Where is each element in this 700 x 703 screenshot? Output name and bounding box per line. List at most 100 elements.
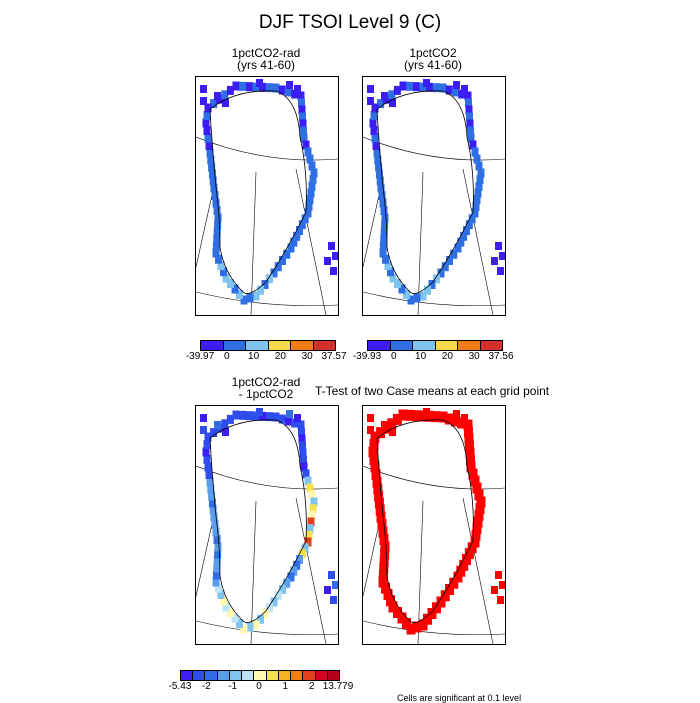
cb1-swatch: [268, 341, 291, 350]
grid-cell: [373, 148, 381, 158]
grid-cell: [212, 241, 220, 251]
meridian-line: [295, 168, 327, 315]
grid-cell: [367, 85, 374, 93]
grid-cell: [370, 126, 378, 135]
grid-cell: [451, 415, 460, 427]
grid-cell: [371, 103, 379, 113]
grid-cell: [376, 511, 386, 523]
grid-cell: [499, 252, 505, 260]
coastline: [376, 90, 474, 294]
grid-cell: [304, 208, 312, 218]
grid-cell: [473, 154, 481, 164]
grid-cell: [232, 81, 240, 91]
grid-cell: [454, 243, 462, 253]
grid-cell: [214, 220, 222, 230]
grid-cell: [463, 419, 473, 431]
grid-cell: [304, 476, 312, 486]
grid-cell: [466, 461, 476, 473]
grid-cell: [431, 411, 441, 423]
grid-cell: [445, 584, 454, 595]
cb1-tick-label: 10: [248, 351, 260, 362]
cb1-tick-label: 37.57: [321, 351, 347, 362]
grid-cell: [278, 414, 286, 424]
grid-cell: [432, 602, 441, 614]
grid-cell: [497, 267, 504, 275]
grid-cell: [367, 97, 374, 105]
cb3-swatch: [229, 671, 243, 680]
grid-cell: [466, 119, 474, 129]
map-1-svg: [196, 79, 338, 315]
grid-cell: [377, 519, 387, 530]
cb1-tick-label: 20: [274, 351, 286, 362]
cb2-swatch: [435, 341, 458, 350]
grid-cell: [214, 421, 221, 429]
grid-cell: [465, 98, 472, 108]
grid-cell: [368, 446, 378, 458]
cb2-swatch: [413, 341, 436, 350]
cb1-tick-label: -39.97: [185, 351, 215, 362]
grid-cell: [300, 126, 307, 136]
grid-cell: [270, 268, 278, 278]
grid-cell: [213, 206, 221, 215]
grid-cell: [470, 475, 480, 487]
grid-cell: [424, 285, 431, 295]
grid-cell: [423, 613, 432, 625]
grid-cell: [380, 234, 388, 244]
cb3-tick-label: -1: [228, 681, 238, 692]
grid-cell: [222, 273, 230, 283]
grid-cell: [200, 426, 207, 434]
cb3-swatch: [327, 671, 340, 680]
grid-cell: [476, 175, 484, 185]
grid-cell: [388, 90, 396, 100]
grid-cell: [379, 248, 387, 258]
grid-cell: [214, 542, 222, 552]
grid-cell: [393, 85, 401, 95]
map-panel-3: [195, 405, 339, 645]
grid-cell: [392, 413, 402, 425]
grid-cell: [222, 99, 229, 107]
grid-cell: [466, 454, 475, 466]
colorbar-1: [200, 340, 336, 351]
grid-cell: [381, 92, 388, 100]
grid-cell: [379, 198, 387, 208]
grid-cell: [466, 112, 473, 122]
meridian-line: [363, 291, 505, 307]
grid-cell: [423, 79, 430, 87]
grid-cell: [376, 427, 386, 439]
grid-cell: [387, 418, 397, 430]
grid-cell: [413, 293, 421, 303]
grid-cell: [309, 175, 317, 185]
grid-cell: [296, 226, 303, 235]
grid-cell: [214, 549, 222, 559]
grid-cell: [217, 261, 225, 270]
grid-cell: [283, 249, 291, 259]
grid-cell: [432, 83, 440, 93]
grid-cell: [307, 517, 315, 527]
grid-cell: [246, 622, 254, 632]
grid-cell: [472, 523, 482, 535]
grid-cell: [221, 419, 229, 429]
cb3-swatch: [254, 671, 267, 680]
grid-cell: [472, 482, 482, 494]
grid-cell: [456, 565, 466, 577]
grid-cell: [433, 274, 440, 284]
colorbar-3: [180, 670, 340, 681]
meridian-line: [250, 171, 257, 315]
grid-cell: [491, 586, 498, 594]
grid-cell: [291, 418, 299, 428]
grid-cell: [411, 410, 421, 422]
grid-cell: [302, 469, 310, 479]
grid-cell: [379, 534, 389, 545]
cb2-swatch: [368, 341, 391, 350]
grid-cell: [252, 620, 260, 630]
grid-cell: [380, 206, 388, 215]
grid-cell: [215, 254, 222, 264]
grid-cell: [212, 527, 220, 537]
grid-cell: [270, 597, 278, 607]
grid-cell: [371, 469, 381, 480]
cb3-tick-label: 13.779: [322, 681, 354, 692]
grid-cell: [217, 590, 225, 599]
meridian-line: [462, 497, 494, 644]
coastline: [209, 90, 307, 294]
cb3-swatch: [242, 671, 255, 680]
